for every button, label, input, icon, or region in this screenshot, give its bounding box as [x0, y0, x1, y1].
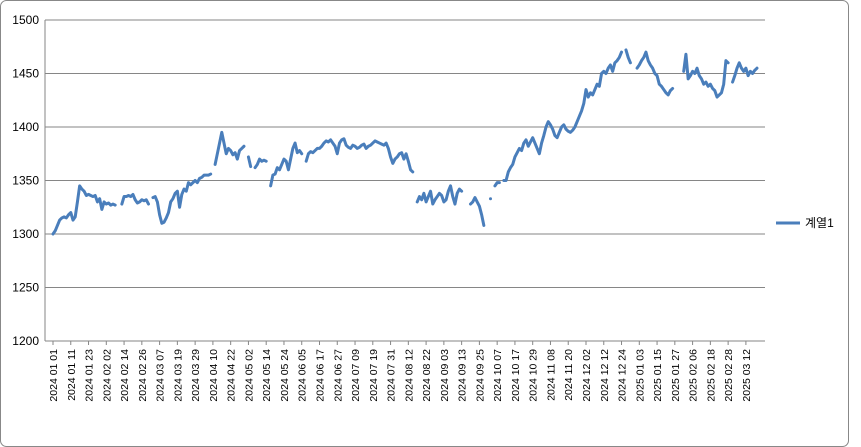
x-tick-label: 2024 07 09 [350, 349, 362, 402]
x-tick-label: 2025 01 03 [634, 349, 646, 402]
x-tick-label: 2024 12 02 [581, 349, 593, 402]
x-tick-label: 2024 05 24 [279, 349, 291, 402]
x-tick-label: 2024 12 24 [617, 349, 629, 402]
x-tick-label: 2025 02 28 [723, 349, 735, 402]
x-tick-label: 2024 09 13 [457, 349, 469, 402]
x-tick-label: 2024 06 05 [297, 349, 309, 402]
x-tick-label: 2024 10 29 [528, 349, 540, 402]
x-tick-label: 2024 04 10 [208, 349, 220, 402]
x-tick-label: 2025 03 12 [741, 349, 753, 402]
x-tick-label: 2024 09 25 [474, 349, 486, 402]
y-tick-label: 1300 [12, 227, 39, 241]
x-tick-label: 2024 08 12 [403, 349, 415, 402]
x-tick-label: 2024 07 31 [386, 349, 398, 402]
x-tick-label: 2024 02 02 [101, 349, 113, 402]
y-tick-label: 1200 [12, 334, 39, 348]
x-tick-label: 2025 01 15 [652, 349, 664, 402]
y-tick-label: 1500 [12, 13, 39, 27]
x-tick-label: 2024 03 07 [155, 349, 167, 402]
x-tick-label: 2024 05 02 [243, 349, 255, 402]
legend-label: 계열1 [805, 216, 834, 230]
x-tick-label: 2024 01 23 [84, 349, 96, 402]
x-tick-label: 2025 01 27 [670, 349, 682, 402]
x-tick-label: 2024 08 22 [421, 349, 433, 402]
y-tick-label: 1450 [12, 67, 39, 81]
x-tick-label: 2024 06 27 [332, 349, 344, 402]
x-tick-label: 2025 02 18 [705, 349, 717, 402]
x-tick-label: 2024 11 08 [545, 349, 557, 401]
x-tick-label: 2024 09 03 [439, 349, 451, 402]
x-tick-label: 2024 10 07 [492, 349, 504, 402]
x-tick-label: 2024 06 17 [314, 349, 326, 402]
x-tick-label: 2024 02 14 [119, 349, 131, 402]
x-tick-label: 2024 01 01 [48, 349, 60, 402]
y-tick-label: 1250 [12, 281, 39, 295]
data-line [51, 48, 759, 236]
x-tick-label: 2024 11 20 [563, 349, 575, 401]
x-tick-label: 2025 02 06 [688, 349, 700, 402]
x-tick-label: 2024 12 12 [599, 349, 611, 402]
x-tick-label: 2024 01 11 [66, 349, 78, 401]
x-tick-label: 2024 07 19 [368, 349, 380, 402]
x-tick-label: 2024 10 17 [510, 349, 522, 402]
y-tick-label: 1350 [12, 174, 39, 188]
x-tick-label: 2024 03 19 [172, 349, 184, 402]
x-tick-label: 2024 03 29 [190, 349, 202, 402]
x-tick-label: 2024 05 14 [261, 349, 273, 402]
x-tick-label: 2024 04 22 [226, 349, 238, 402]
x-tick-label: 2024 02 26 [137, 349, 149, 402]
y-tick-label: 1400 [12, 120, 39, 134]
